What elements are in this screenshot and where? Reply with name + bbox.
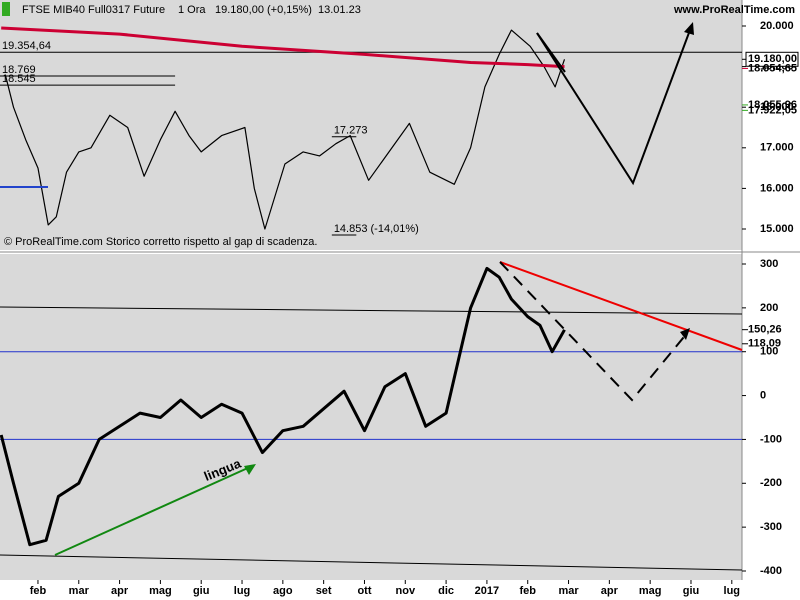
x-tick-label: mar [69, 585, 90, 597]
note: © ProRealTime.com Storico corretto rispe… [4, 236, 317, 248]
y-tick-label: -200 [760, 477, 782, 489]
x-tick-label: giu [193, 585, 210, 597]
x-tick-label: feb [519, 585, 536, 597]
instrument: FTSE MIB40 Full0317 Future [22, 4, 165, 16]
y-tick-label: -100 [760, 433, 782, 445]
level-label: 17.273 [334, 125, 368, 137]
trend-line [536, 32, 566, 73]
price-tag-label: 19.180,00 [748, 53, 797, 65]
series-line [0, 266, 566, 547]
x-tick-label: dic [438, 585, 454, 597]
icon [2, 2, 10, 16]
arrow-head [684, 22, 694, 35]
y-tick-label: -300 [760, 521, 782, 533]
x-tick-label: lug [724, 585, 741, 597]
x-tick-label: mag [149, 585, 172, 597]
trend-line [499, 261, 743, 351]
series-line [4, 29, 566, 230]
x-tick-label: set [316, 585, 332, 597]
trend-line [0, 306, 743, 315]
trend-line [0, 554, 743, 571]
price-tag-label: 118,09 [748, 338, 781, 350]
timeframe: 1 Ora [178, 4, 206, 16]
price-tag-label: 18.055,96 [748, 99, 797, 111]
y-tick-label: 0 [760, 389, 766, 401]
x-tick-label: 2017 [475, 585, 499, 597]
y-tick-label: 20.000 [760, 20, 794, 32]
projection-arrow [499, 261, 689, 402]
price-tag-box [745, 51, 799, 67]
level-label: 14.853 (-14,01%) [334, 223, 419, 235]
arrow-head [680, 328, 690, 340]
price-layer: 15.00016.00017.00018.00019.00020.00019.3… [0, 20, 799, 236]
x-tick-label: feb [30, 585, 47, 597]
projection-arrow [536, 29, 691, 186]
level-label: 18.769 [2, 64, 36, 76]
site: www.ProRealTime.com [673, 4, 795, 16]
x-tick-label: mag [639, 585, 662, 597]
x-tick-label: giu [683, 585, 700, 597]
y-tick-label: 200 [760, 302, 778, 314]
series-line [1, 26, 565, 69]
level-label: 18.545 [2, 73, 36, 85]
x-tick-label: ott [357, 585, 371, 597]
timestamp: 13.01.23 [318, 4, 361, 16]
y-tick-label: 18.000 [760, 101, 794, 113]
x-tick-label: apr [601, 585, 619, 597]
y-tick-label: 16.000 [760, 182, 794, 194]
price-tag-label: 18.954,65 [748, 62, 797, 74]
trend-arrow [54, 466, 251, 556]
price-tag-label: 150,26 [748, 324, 782, 336]
x-tick-label: apr [111, 585, 129, 597]
x-tick-label: lug [234, 585, 251, 597]
y-tick-label: 100 [760, 346, 778, 358]
x-tick-label: mar [558, 585, 579, 597]
y-tick-label: 17.000 [760, 142, 794, 154]
price-panel [0, 0, 742, 250]
y-tick-label: -400 [760, 565, 782, 577]
oscillator-layer: -400 -300 -200 -100 0 100 200 300 feb mar apr mag gi… [0, 258, 782, 597]
x-tick-label: ago [273, 585, 293, 597]
last-price: 19.180,00 (+0,15%) [215, 4, 312, 16]
level-label: 19.354,64 [2, 40, 51, 52]
y-tick-label: 15.000 [760, 223, 794, 235]
y-tick-label: 300 [760, 258, 778, 270]
arrow-head [244, 464, 256, 475]
x-tick-label: nov [396, 585, 416, 597]
price-tag-label: 17.922,05 [748, 104, 797, 116]
